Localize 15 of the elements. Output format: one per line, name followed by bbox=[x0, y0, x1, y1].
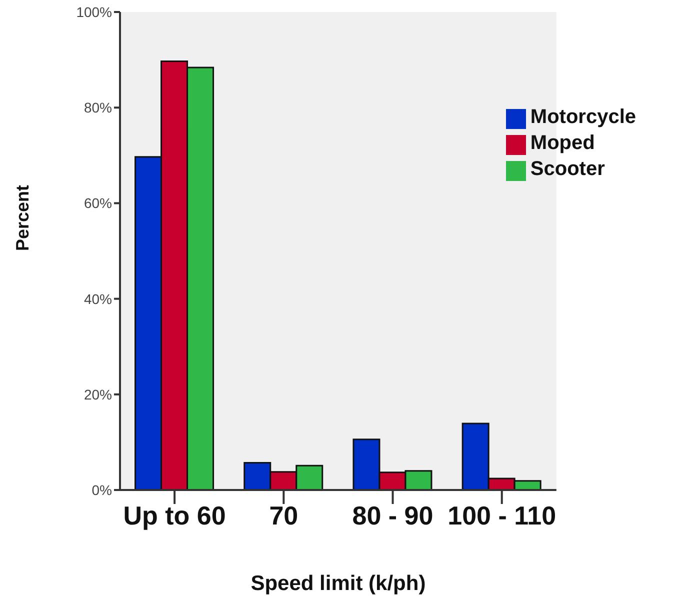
y-tick-label: 40% bbox=[84, 290, 112, 307]
y-tick-label: 100% bbox=[76, 4, 112, 20]
x-tick-label: 70 bbox=[269, 500, 298, 530]
legend-label: Motorcycle bbox=[530, 106, 636, 128]
y-tick-label: 80% bbox=[84, 100, 112, 116]
x-tick-label: Up to 60 bbox=[123, 500, 226, 530]
y-axis-title: Percent bbox=[12, 184, 32, 251]
legend-label: Moped bbox=[530, 132, 595, 154]
x-axis-title: Speed limit (k/ph) bbox=[250, 572, 426, 595]
x-tick-label: 80 - 90 bbox=[352, 500, 434, 530]
y-tick-label: 20% bbox=[84, 386, 112, 402]
y-tick-label: 60% bbox=[84, 195, 112, 212]
legend-label: Scooter bbox=[530, 158, 605, 180]
x-tick-label: 100 - 110 bbox=[448, 500, 556, 530]
y-tick-label: 0% bbox=[92, 482, 112, 498]
